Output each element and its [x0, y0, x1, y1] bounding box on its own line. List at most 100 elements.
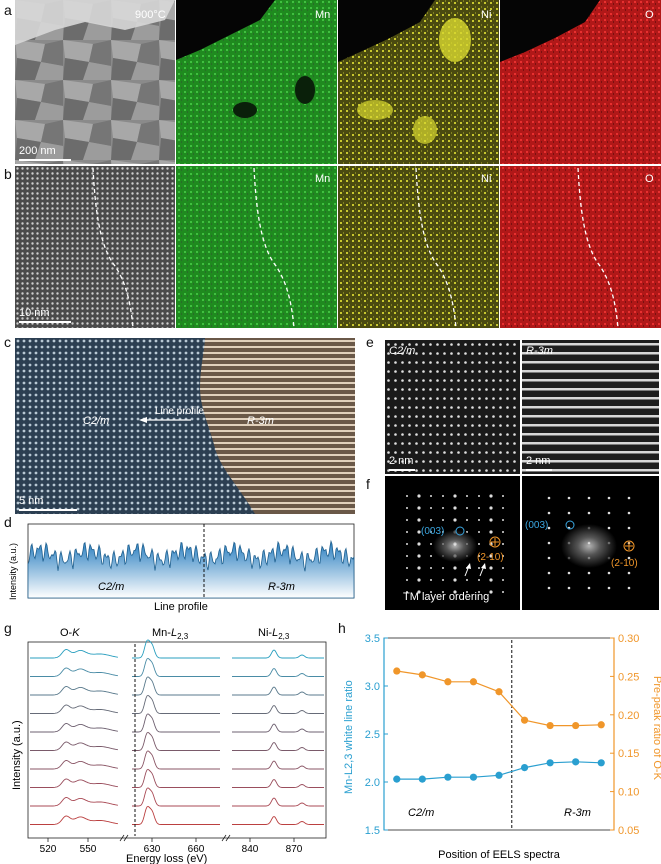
ni-label-b: Ni	[481, 173, 491, 185]
eels-spectrum	[30, 797, 119, 807]
scalebar-b-label: 10 nm	[19, 307, 50, 319]
eels-spectrum	[30, 741, 119, 751]
scalebar-a-label: 200 nm	[19, 145, 56, 157]
eels-spectrum	[232, 667, 324, 677]
h-xlabel: Position of EELS spectra	[438, 849, 561, 861]
h-point-1-0	[393, 667, 401, 675]
ni-map-b	[338, 166, 499, 328]
c-left-phase: C2/m	[83, 415, 109, 427]
panel-b-images: Mn Ni O 10 nm	[15, 166, 661, 328]
eels-spectrum	[232, 797, 324, 807]
mn-map-b	[176, 166, 337, 328]
eels-spectrum	[30, 667, 119, 677]
eels-spectrum	[132, 657, 220, 677]
h-point-1-8	[597, 721, 605, 729]
f-right-orange: (2-10)	[611, 558, 638, 569]
eels-spectrum	[232, 686, 324, 696]
eels-spectrum	[132, 639, 220, 659]
f-caption: TM layer ordering	[403, 591, 489, 603]
eels-spectrum	[30, 760, 119, 770]
g-xlabel: Energy loss (eV)	[126, 853, 207, 864]
eels-spectrum	[232, 815, 324, 825]
h-ylabel: Mn-L2,3 white line ratio	[343, 680, 355, 794]
d-ylabel: Intensity (a.u.)	[8, 543, 18, 600]
panel-label-b: b	[4, 166, 12, 182]
h-y2tick-label: 0.20	[618, 710, 639, 722]
f-left-orange: (2-10)	[477, 552, 504, 563]
h-series-line-1	[396, 670, 602, 727]
h-ytick-label: 2.5	[365, 729, 380, 741]
h-point-0-5	[520, 764, 529, 772]
h-point-1-1	[418, 671, 426, 679]
panel-label-h: h	[338, 620, 346, 636]
ni-label-a: Ni	[481, 9, 491, 21]
c-arrow-label: Line profile	[155, 406, 204, 417]
eels-spectrum	[132, 731, 220, 751]
d-left-phase: C2/m	[98, 581, 124, 593]
e-right-scalebar: 2 nm	[526, 455, 550, 467]
eels-spectrum	[232, 649, 324, 659]
g-tick-label: 840	[242, 844, 259, 855]
h-point-1-6	[546, 721, 554, 730]
g-tick-label: 660	[188, 844, 205, 855]
h-point-0-8	[597, 759, 605, 767]
panel-label-e: e	[366, 334, 374, 350]
eels-spectrum	[132, 805, 220, 825]
panel-a-images: 900°C Mn Ni O 200 nm	[15, 0, 661, 164]
h-ytick-label: 3.5	[365, 633, 380, 645]
h-point-0-2	[444, 773, 452, 781]
h-y2tick-label: 0.25	[618, 671, 639, 683]
h-point-0-7	[572, 758, 580, 766]
scalebar-c-label: 5 nm	[19, 495, 43, 507]
panel-c-image: C2/m Line profile R-3m 5 nm	[15, 338, 355, 514]
panel-label-g: g	[4, 620, 12, 636]
mn-label-a: Mn	[315, 9, 330, 21]
mn-label-b: Mn	[315, 173, 330, 185]
h-ytick-label: 2.0	[365, 777, 380, 789]
f-right-blue: (003)	[525, 520, 548, 531]
eels-spectrum	[132, 787, 220, 807]
eels-spectrum	[30, 686, 119, 696]
panel-label-c: c	[4, 334, 11, 350]
h-point-1-4	[495, 688, 503, 696]
h-point-0-3	[469, 773, 478, 781]
e-right-title: R-3m	[526, 345, 553, 357]
g-edge-mn: Mn-L2,3	[152, 627, 189, 641]
panel-label-a: a	[4, 2, 12, 18]
g-edge-ok: O-K	[60, 627, 80, 639]
h-point-0-4	[495, 771, 503, 779]
panel-label-d: d	[4, 514, 12, 530]
eels-spectrum	[132, 768, 220, 788]
g-edge-ni: Ni-L2,3	[258, 627, 290, 641]
eels-spectrum	[232, 760, 324, 770]
h-ytick-label: 1.5	[365, 825, 380, 837]
e-left-scalebar: 2 nm	[389, 455, 413, 467]
panel-d-profile: Intensity (a.u.) C2/m R-3m Line profile	[8, 523, 355, 613]
h-point-1-3	[469, 678, 478, 686]
eels-spectrum	[132, 676, 220, 696]
h-point-1-5	[520, 716, 529, 724]
h-y2tick-label: 0.30	[618, 633, 639, 645]
o-label-a: O	[645, 9, 654, 21]
g-tick-label: 630	[144, 844, 161, 855]
eels-spectrum	[132, 750, 220, 770]
g-tick-label: 870	[286, 844, 303, 855]
o-label-b: O	[645, 173, 654, 185]
haadf-image-b	[15, 166, 175, 328]
d-profile-curve	[27, 539, 355, 599]
h-annotation-right: R-3m	[564, 807, 591, 819]
panel-e-images: C2/m R-3m 2 nm 2 nm	[385, 340, 659, 474]
h-annotation-left: C2/m	[408, 807, 434, 819]
eels-spectrum	[30, 778, 119, 788]
h-point-1-2	[444, 678, 452, 686]
eels-spectrum	[232, 778, 324, 788]
g-tick-label: 550	[80, 844, 97, 855]
g-tick-label: 520	[40, 844, 57, 855]
e-left-title: C2/m	[389, 345, 415, 357]
o-map-b	[500, 166, 661, 328]
d-right-phase: R-3m	[268, 581, 295, 593]
eels-spectrum	[232, 723, 324, 733]
eels-spectrum	[30, 723, 119, 733]
eels-spectrum	[232, 704, 324, 714]
eels-spectrum	[132, 694, 220, 714]
